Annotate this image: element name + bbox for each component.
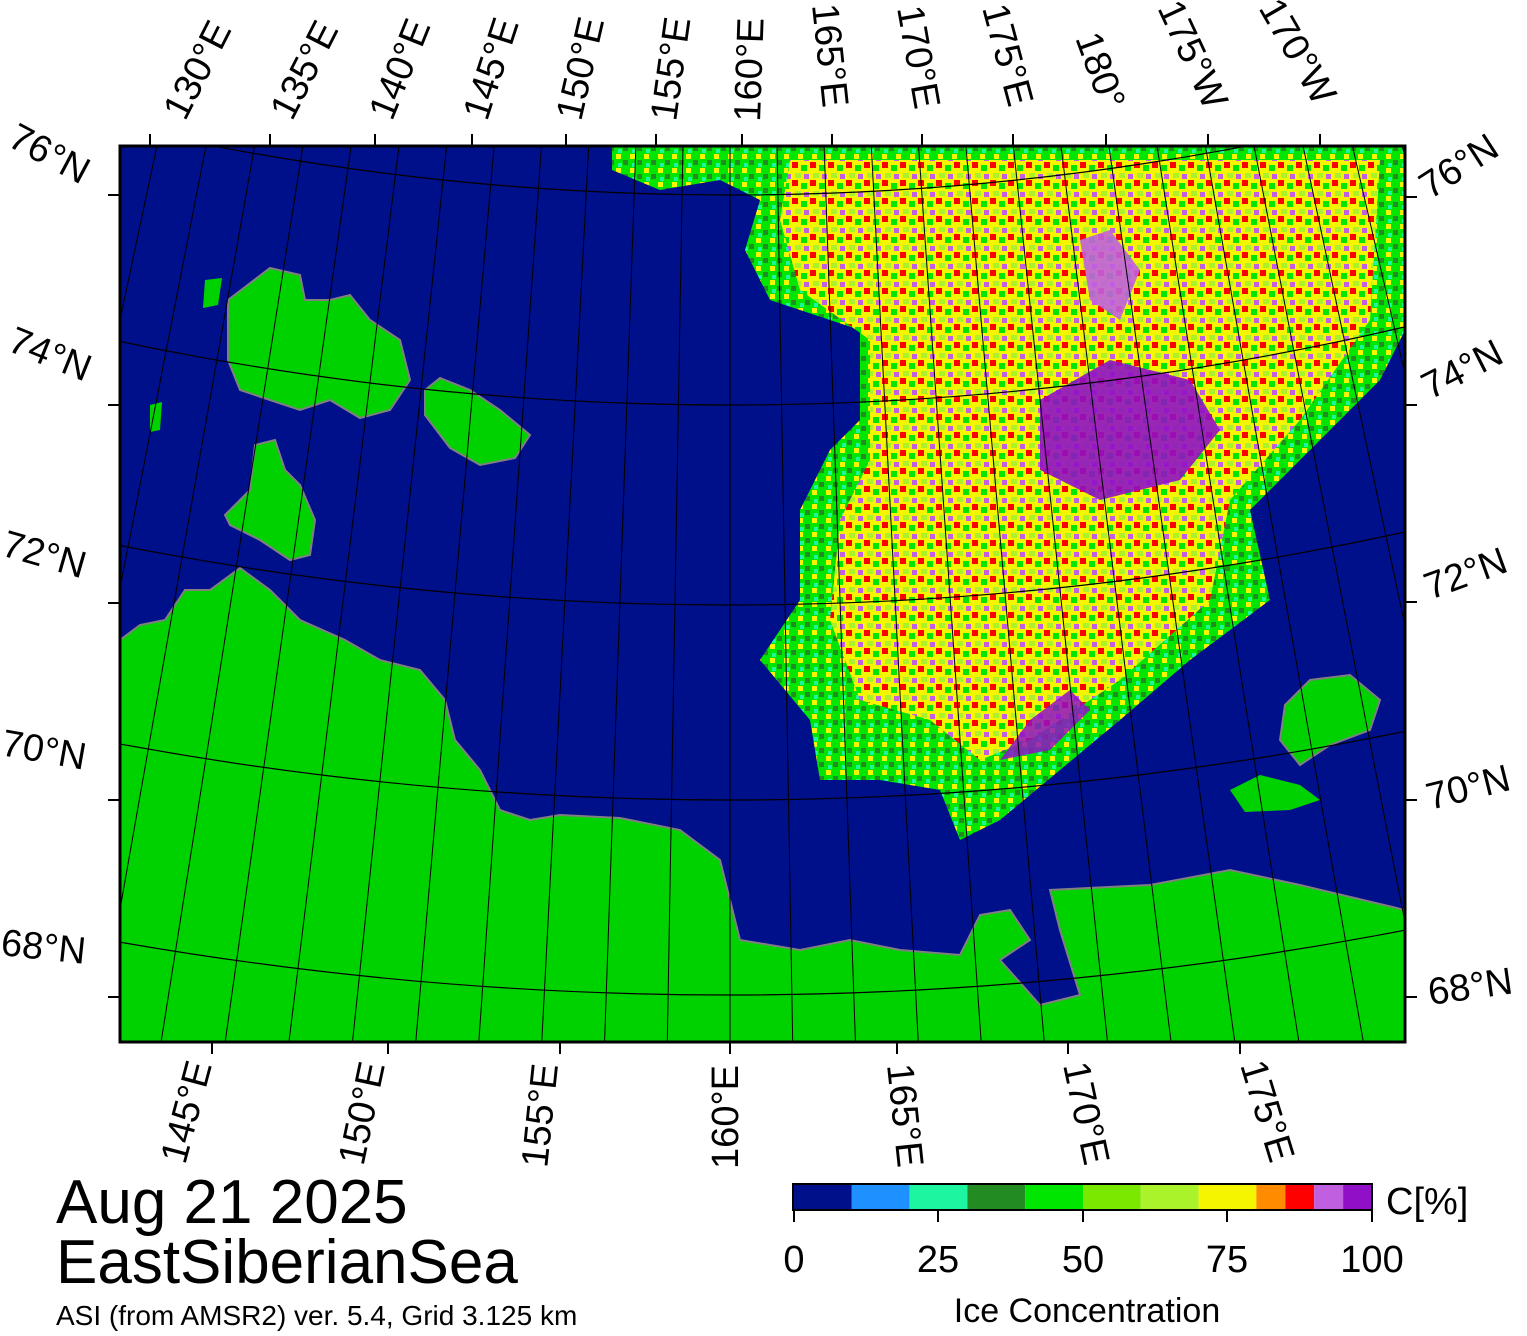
colorbar-cell <box>1314 1185 1344 1209</box>
left-lat-label: 72°N <box>0 523 91 587</box>
meridian-line <box>1253 146 1405 926</box>
meridian-line <box>918 146 982 1042</box>
colorbar-cells <box>794 1185 1372 1209</box>
bottom-lon-label: 165°E <box>878 1062 931 1170</box>
island-novaya-sibir <box>424 376 532 467</box>
meridian-line <box>541 146 590 1042</box>
meridian-line <box>870 146 919 1042</box>
meridian-line <box>288 146 400 1042</box>
colorbar-cell <box>1025 1185 1083 1209</box>
colorbar-cell <box>851 1185 910 1209</box>
meridian-line <box>1351 146 1405 376</box>
meridian-line <box>1012 146 1109 1042</box>
top-lon-label: 170°E <box>888 2 947 112</box>
bottom-longitude-labels: 145°E 150°E 155°E 160°E 165°E 170°E 175°… <box>153 1055 1302 1169</box>
left-lat-label: 70°N <box>0 723 89 779</box>
right-lat-label: 70°N <box>1422 757 1515 818</box>
bottom-lon-label: 150°E <box>331 1058 394 1168</box>
left-lat-label: 76°N <box>2 116 97 193</box>
meridian-line <box>1204 146 1364 1042</box>
colorbar-cell <box>967 1185 1026 1209</box>
colorbar-tick-label: 75 <box>1206 1239 1248 1281</box>
colorbar-tick-label: 100 <box>1340 1239 1403 1281</box>
island-kotelny <box>227 266 412 420</box>
left-latitude-labels: 76°N 74°N 72°N 70°N 68°N <box>0 116 97 973</box>
colorbar-title: Ice Concentration <box>954 1292 1221 1330</box>
colorbar-tick-label: 0 <box>783 1239 804 1281</box>
colorbar-cell <box>1140 1185 1199 1209</box>
colorbar-unit-label: C[%] <box>1386 1181 1468 1223</box>
colorbar-cell <box>1198 1185 1257 1209</box>
bottom-lon-label: 160°E <box>705 1065 747 1169</box>
bottom-lon-label: 145°E <box>153 1056 220 1167</box>
sea-ice-core <box>1040 360 1220 500</box>
right-lat-label: 68°N <box>1425 961 1515 1014</box>
map-frame <box>118 144 1407 1044</box>
top-lon-label: 155°E <box>643 14 699 123</box>
meridian-line <box>120 146 207 591</box>
top-lon-label: 130°E <box>156 14 241 126</box>
colorbar-cell <box>909 1185 968 1209</box>
top-lon-label: 160°E <box>727 17 773 122</box>
colorbar-cell <box>1285 1185 1315 1209</box>
meridian-line <box>224 146 352 1042</box>
colorbar-cell <box>794 1185 852 1209</box>
colorbar-tick-label: 50 <box>1062 1239 1104 1281</box>
top-lon-label: 150°E <box>549 13 613 124</box>
meridian-line <box>120 146 256 913</box>
meridian-line <box>160 146 304 1042</box>
island-small-2 <box>150 402 162 432</box>
meridian-line <box>1108 146 1236 1042</box>
left-lat-label: 68°N <box>0 922 88 973</box>
meridian-line <box>1302 146 1405 629</box>
colorbar-cell <box>1083 1185 1141 1209</box>
top-longitude-labels: 130°E 135°E 140°E 145°E 150°E 155°E 160°… <box>156 0 1344 126</box>
meridian-line <box>1060 146 1172 1042</box>
meridian-line <box>776 146 794 1042</box>
sea-ice-core-2 <box>1000 690 1090 760</box>
right-latitude-labels: 76°N 74°N 72°N 70°N 68°N <box>1412 126 1515 1014</box>
island-small-1 <box>203 278 222 308</box>
right-lat-label: 72°N <box>1419 540 1513 609</box>
sea-ice-core-3 <box>1080 230 1140 320</box>
colorbar: 0 25 50 75 100 C[%] Ice Concentration <box>783 1181 1468 1330</box>
meridian-line <box>478 146 542 1042</box>
meridian-line <box>666 146 684 1042</box>
meridian-line <box>415 146 495 1042</box>
top-lon-label: 180° <box>1067 27 1133 115</box>
top-lon-label: 165°E <box>803 2 856 110</box>
ticks <box>108 134 1417 1054</box>
top-lon-label: 170°W <box>1250 0 1344 112</box>
map-region: EastSiberianSea <box>56 1228 518 1297</box>
top-lon-label: 140°E <box>361 13 439 125</box>
colorbar-ticks <box>793 1210 1373 1222</box>
meridian-line <box>965 146 1045 1042</box>
island-wrangel <box>1278 673 1382 767</box>
map-date: Aug 21 2025 <box>56 1168 408 1237</box>
island-herald <box>1230 775 1320 812</box>
meridian-line <box>604 146 637 1042</box>
top-lon-label: 175°W <box>1149 0 1235 116</box>
top-lon-label: 175°E <box>973 0 1040 111</box>
meridian-line <box>351 146 448 1042</box>
colorbar-tick-label: 25 <box>917 1239 959 1281</box>
meridian-line <box>1401 146 1405 160</box>
graticule <box>120 146 1405 1042</box>
right-lat-label: 74°N <box>1415 332 1510 408</box>
left-lat-label: 74°N <box>3 319 97 390</box>
meridian-line <box>120 146 158 323</box>
colorbar-cell <box>1343 1185 1372 1209</box>
bottom-lon-label: 175°E <box>1231 1055 1302 1167</box>
colorbar-cell <box>1256 1185 1286 1209</box>
bottom-lon-label: 170°E <box>1054 1058 1117 1168</box>
meridian-line <box>823 146 856 1042</box>
right-lat-label: 76°N <box>1412 126 1506 207</box>
top-lon-label: 145°E <box>456 13 528 125</box>
meridian-line <box>1156 146 1300 1042</box>
bottom-lon-label: 155°E <box>514 1062 567 1170</box>
product-info: ASI (from AMSR2) ver. 5.4, Grid 3.125 km <box>56 1300 578 1331</box>
top-lon-label: 135°E <box>263 14 348 126</box>
